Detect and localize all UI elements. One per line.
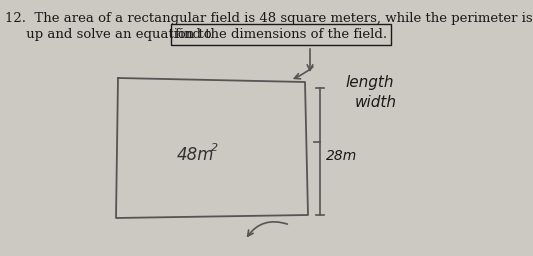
Text: up and solve an equation to: up and solve an equation to	[5, 28, 212, 41]
Text: find the dimensions of the field.: find the dimensions of the field.	[175, 28, 387, 41]
Text: 48m: 48m	[176, 146, 214, 164]
Text: 12.  The area of a rectangular field is 48 square meters, while the perimeter is: 12. The area of a rectangular field is 4…	[5, 12, 533, 25]
Text: width: width	[355, 95, 397, 110]
Text: length: length	[345, 75, 393, 90]
Text: 28m: 28m	[326, 150, 357, 164]
Text: 2: 2	[211, 143, 218, 153]
